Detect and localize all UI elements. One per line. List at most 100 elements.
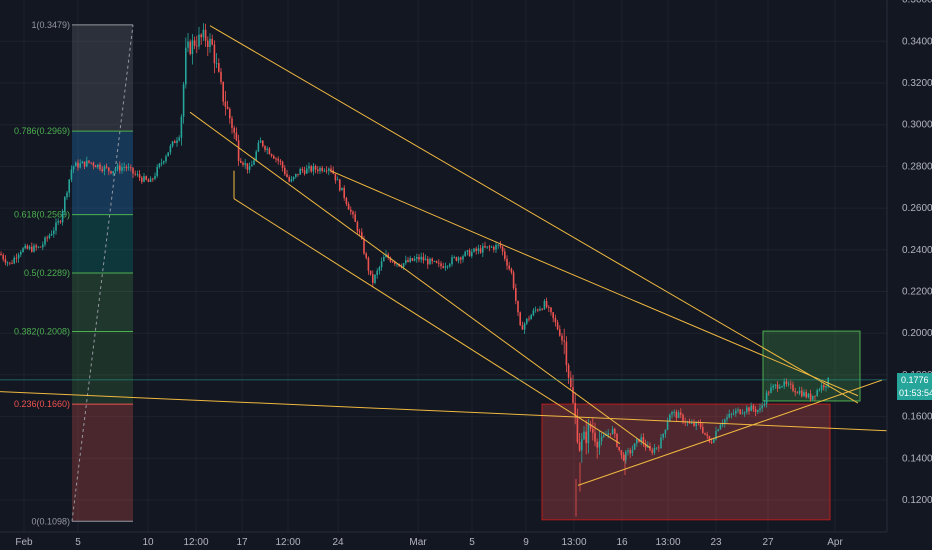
time-tick-label: 12:00 xyxy=(275,537,300,548)
candle-down xyxy=(389,258,392,262)
candle-down xyxy=(310,166,312,172)
candle-down xyxy=(622,455,625,461)
trendline[interactable] xyxy=(501,244,859,397)
candle-down xyxy=(352,211,354,215)
candle-up xyxy=(662,433,664,438)
candle-down xyxy=(440,263,442,267)
candle-up xyxy=(741,413,744,415)
candle-down xyxy=(614,428,616,434)
candle-up xyxy=(587,423,590,444)
time-tick-label: 16 xyxy=(616,537,628,548)
candle-up xyxy=(165,156,167,162)
candle-down xyxy=(268,148,271,155)
candle-up xyxy=(765,392,768,404)
trendline[interactable] xyxy=(189,111,651,449)
candle-up xyxy=(374,274,376,283)
price-axis[interactable]: 0.12000.14000.16000.18000.20000.22000.24… xyxy=(886,0,932,532)
trendline[interactable] xyxy=(0,391,898,432)
fibonacci-retracement[interactable]: 1(0.3479) 0.786(0.2969) 0.618(0.2569) 0.5(0… xyxy=(14,20,134,526)
current-price-value: 0.1776 xyxy=(901,375,929,385)
candle-down xyxy=(284,167,286,175)
candle-down xyxy=(321,167,323,172)
candle-up xyxy=(42,244,44,248)
candle-down xyxy=(682,414,684,422)
candle-up xyxy=(772,385,774,388)
candle-down xyxy=(792,384,794,391)
candle-down xyxy=(675,411,678,418)
candle-down xyxy=(83,161,86,167)
candle-up xyxy=(259,140,262,143)
candle-up xyxy=(631,449,634,454)
candle-up xyxy=(409,258,411,262)
candle-up xyxy=(55,222,57,231)
candle-down xyxy=(768,392,770,394)
candle-down xyxy=(200,34,202,38)
candle-down xyxy=(264,146,266,150)
candle-down xyxy=(594,432,596,442)
candle-down xyxy=(688,421,691,424)
trendline[interactable] xyxy=(577,379,883,486)
candle-down xyxy=(286,174,288,178)
candle-down xyxy=(438,262,440,264)
candle-up xyxy=(812,395,814,400)
candle-down xyxy=(213,44,216,64)
candle-up xyxy=(818,389,821,391)
candle-up xyxy=(761,405,763,409)
candle-down xyxy=(0,253,2,256)
candle-up xyxy=(292,176,295,180)
candle-down xyxy=(794,390,796,393)
price-axis-bg xyxy=(887,0,932,532)
candle-up xyxy=(825,385,827,388)
candle-up xyxy=(53,230,55,234)
candle-down xyxy=(211,38,213,45)
fib-level-label: 0.5(0.2289) xyxy=(24,268,70,278)
candle-up xyxy=(735,410,737,414)
candle-up xyxy=(266,148,268,150)
trendline[interactable] xyxy=(233,198,621,445)
candle-down xyxy=(108,167,110,172)
candle-up xyxy=(215,63,218,64)
candle-up xyxy=(526,318,528,324)
candle-down xyxy=(805,392,807,398)
candle-up xyxy=(640,437,642,442)
candle-up xyxy=(290,179,293,182)
rectangle-drawings[interactable] xyxy=(541,330,861,521)
candle-up xyxy=(660,437,662,449)
fib-zone xyxy=(72,272,133,332)
candle-up xyxy=(600,436,603,442)
candle-up xyxy=(295,173,297,177)
trendline-drawings[interactable] xyxy=(0,25,898,486)
candle-up xyxy=(253,160,255,165)
trendline[interactable] xyxy=(209,25,859,404)
candle-down xyxy=(442,266,444,268)
candle-up xyxy=(636,439,638,444)
candle-down xyxy=(411,258,414,261)
candle-down xyxy=(281,161,284,168)
trendline[interactable] xyxy=(329,170,503,246)
candle-up xyxy=(726,417,728,420)
candle-up xyxy=(677,412,680,418)
fib-zone xyxy=(72,331,133,405)
candle-up xyxy=(453,257,455,258)
candle-up xyxy=(323,170,326,172)
candle-up xyxy=(530,315,532,320)
candle-down xyxy=(31,246,33,252)
candle-down xyxy=(512,272,515,289)
candle-down xyxy=(231,118,233,129)
candle-down xyxy=(427,258,429,265)
candle-up xyxy=(477,248,480,251)
time-axis[interactable]: Feb 5 10 12:00 17 12:00 24 Mar 5 9 13:00 16 13:00 23 2… xyxy=(0,531,932,550)
candle-down xyxy=(189,41,191,55)
candle-up xyxy=(532,310,535,316)
candle-down xyxy=(77,162,79,168)
candle-down xyxy=(814,395,816,397)
red-demand-box[interactable] xyxy=(541,403,831,521)
candle-down xyxy=(218,63,220,72)
candle-down xyxy=(273,156,275,159)
candle-up xyxy=(385,254,387,258)
candle-up xyxy=(713,439,715,443)
candle-down xyxy=(521,325,524,330)
price-tick-label: 0.3600 xyxy=(902,0,932,6)
candle-down xyxy=(499,244,502,247)
